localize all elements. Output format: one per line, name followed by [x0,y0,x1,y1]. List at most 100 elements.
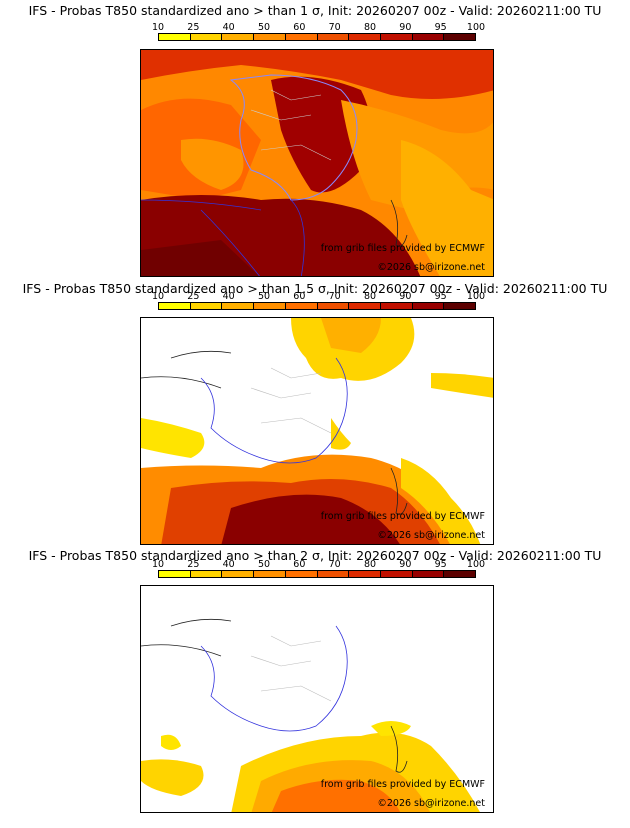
colorbar-swatch [159,303,191,309]
probability-map-1 [141,50,493,276]
colorbar-swatch [254,303,286,309]
panel-1: IFS - Probas T850 standardized ano > tha… [0,3,630,278]
colorbar-tick-label: 40 [222,559,235,570]
borders-blue [141,199,305,276]
panel-3-title: IFS - Probas T850 standardized ano > tha… [28,548,602,563]
prob-field-southwest [141,240,259,276]
prob-field-north [141,50,493,99]
colorbar-tick-label: 90 [399,291,412,302]
corsica-outline [390,467,408,515]
colorbar-swatch [317,571,350,577]
credit-ecmwf-2: from grib files provided by ECMWF [320,511,485,522]
france-outline [229,74,358,201]
probability-map-3 [141,586,493,812]
colorbar-tick-label: 95 [434,291,447,302]
coastline-uk [141,618,232,657]
colorbar-swatch [380,303,413,309]
panel-1-title: IFS - Probas T850 standardized ano > tha… [28,3,602,18]
colorbar-tick-label: 70 [328,291,341,302]
colorbar-swatch [349,571,381,577]
colorbar-tick-label: 70 [328,22,341,33]
panel-2: IFS - Probas T850 standardized ano > tha… [0,281,630,546]
credit-ecmwf-1: from grib files provided by ECMWF [320,243,485,254]
colorbar-tick-label: 10 [151,559,165,570]
colorbar-2-labels: 10 25 40 50 60 70 80 90 95 100 [152,291,485,302]
map-panel-1: from grib files provided by ECMWF ©2026 … [140,49,494,277]
colorbar-tick-label: 25 [187,559,200,570]
colorbar-swatch [285,34,318,40]
colorbar-swatch [159,571,191,577]
colorbar-swatch [444,34,476,40]
colorbar-tick-label: 90 [399,559,412,570]
colorbar-tick-label: 60 [293,559,306,570]
colorbar-2-bar [158,302,476,310]
colorbar-tick-label: 95 [434,559,447,570]
colorbar-tick-label: 95 [434,22,447,33]
prob-field-biscay [141,418,205,458]
colorbar-tick-label: 100 [466,291,486,302]
credit-copyright-1: ©2026 sb@irizone.net [377,262,485,273]
prob-field-north-core [321,318,381,353]
prob-field-riviera [371,721,411,736]
colorbar-tick-label: 100 [466,22,486,33]
colorbar-swatch [254,34,286,40]
colorbar-swatch [444,571,476,577]
regions-grey [250,367,332,434]
colorbar-tick-label: 80 [363,559,377,570]
prob-field-italy [401,458,481,544]
colorbar-swatch [412,571,445,577]
credit-copyright-2: ©2026 sb@irizone.net [377,530,485,541]
colorbar-swatch [222,303,255,309]
colorbar-tick-label: 50 [257,559,271,570]
colorbar-swatch [380,34,413,40]
prob-field-south-core [221,494,400,544]
colorbar-tick-label: 100 [466,559,486,570]
colorbar-tick-label: 25 [187,291,200,302]
colorbar-swatch [254,571,286,577]
panel-3: IFS - Probas T850 standardized ano > tha… [0,548,630,818]
prob-field-biscay [181,138,244,190]
prob-field-southwest [141,759,204,796]
colorbar-swatch [159,34,191,40]
colorbar-tick-label: 50 [257,22,271,33]
colorbar-tick-label: 25 [187,22,200,33]
colorbar-tick-label: 80 [363,22,377,33]
colorbar-tick-label: 50 [257,291,271,302]
colorbar-tick-label: 70 [328,559,341,570]
colorbar-tick-label: 90 [399,22,412,33]
colorbar-swatch [190,34,223,40]
colorbar-tick-label: 60 [293,22,306,33]
regions-grey [250,635,332,702]
colorbar-swatch [190,571,223,577]
prob-field-spot-1 [161,734,181,750]
colorbar-tick-label: 40 [222,291,235,302]
probability-map-2 [141,318,493,544]
credit-ecmwf-3: from grib files provided by ECMWF [320,779,485,790]
colorbar-swatch [380,571,413,577]
colorbar-swatch [412,303,445,309]
colorbar-tick-label: 40 [222,22,235,33]
colorbar-swatch [412,34,445,40]
colorbar-tick-label: 60 [293,291,306,302]
borders-blue [200,625,348,732]
corsica-outline [390,725,408,773]
borders-blue [200,357,348,464]
colorbar-1-bar [158,33,476,41]
colorbar-swatch [222,34,255,40]
map-panel-2: from grib files provided by ECMWF ©2026 … [140,317,494,545]
colorbar-1-labels: 10 25 40 50 60 70 80 90 95 100 [152,22,485,33]
colorbar-tick-label: 10 [151,291,165,302]
colorbar-swatch [349,303,381,309]
colorbar-tick-label: 80 [363,291,377,302]
colorbar-swatch [285,571,318,577]
coastline-uk [141,350,232,389]
colorbar-swatch [190,303,223,309]
colorbar-swatch [444,303,476,309]
colorbar-swatch [285,303,318,309]
regions-grey [250,89,332,161]
colorbar-3-labels: 10 25 40 50 60 70 80 90 95 100 [152,559,485,570]
prob-field-rhone [331,418,351,450]
colorbar-swatch [317,34,350,40]
colorbar-swatch [317,303,350,309]
panel-2-title: IFS - Probas T850 standardized ano > tha… [22,281,608,296]
